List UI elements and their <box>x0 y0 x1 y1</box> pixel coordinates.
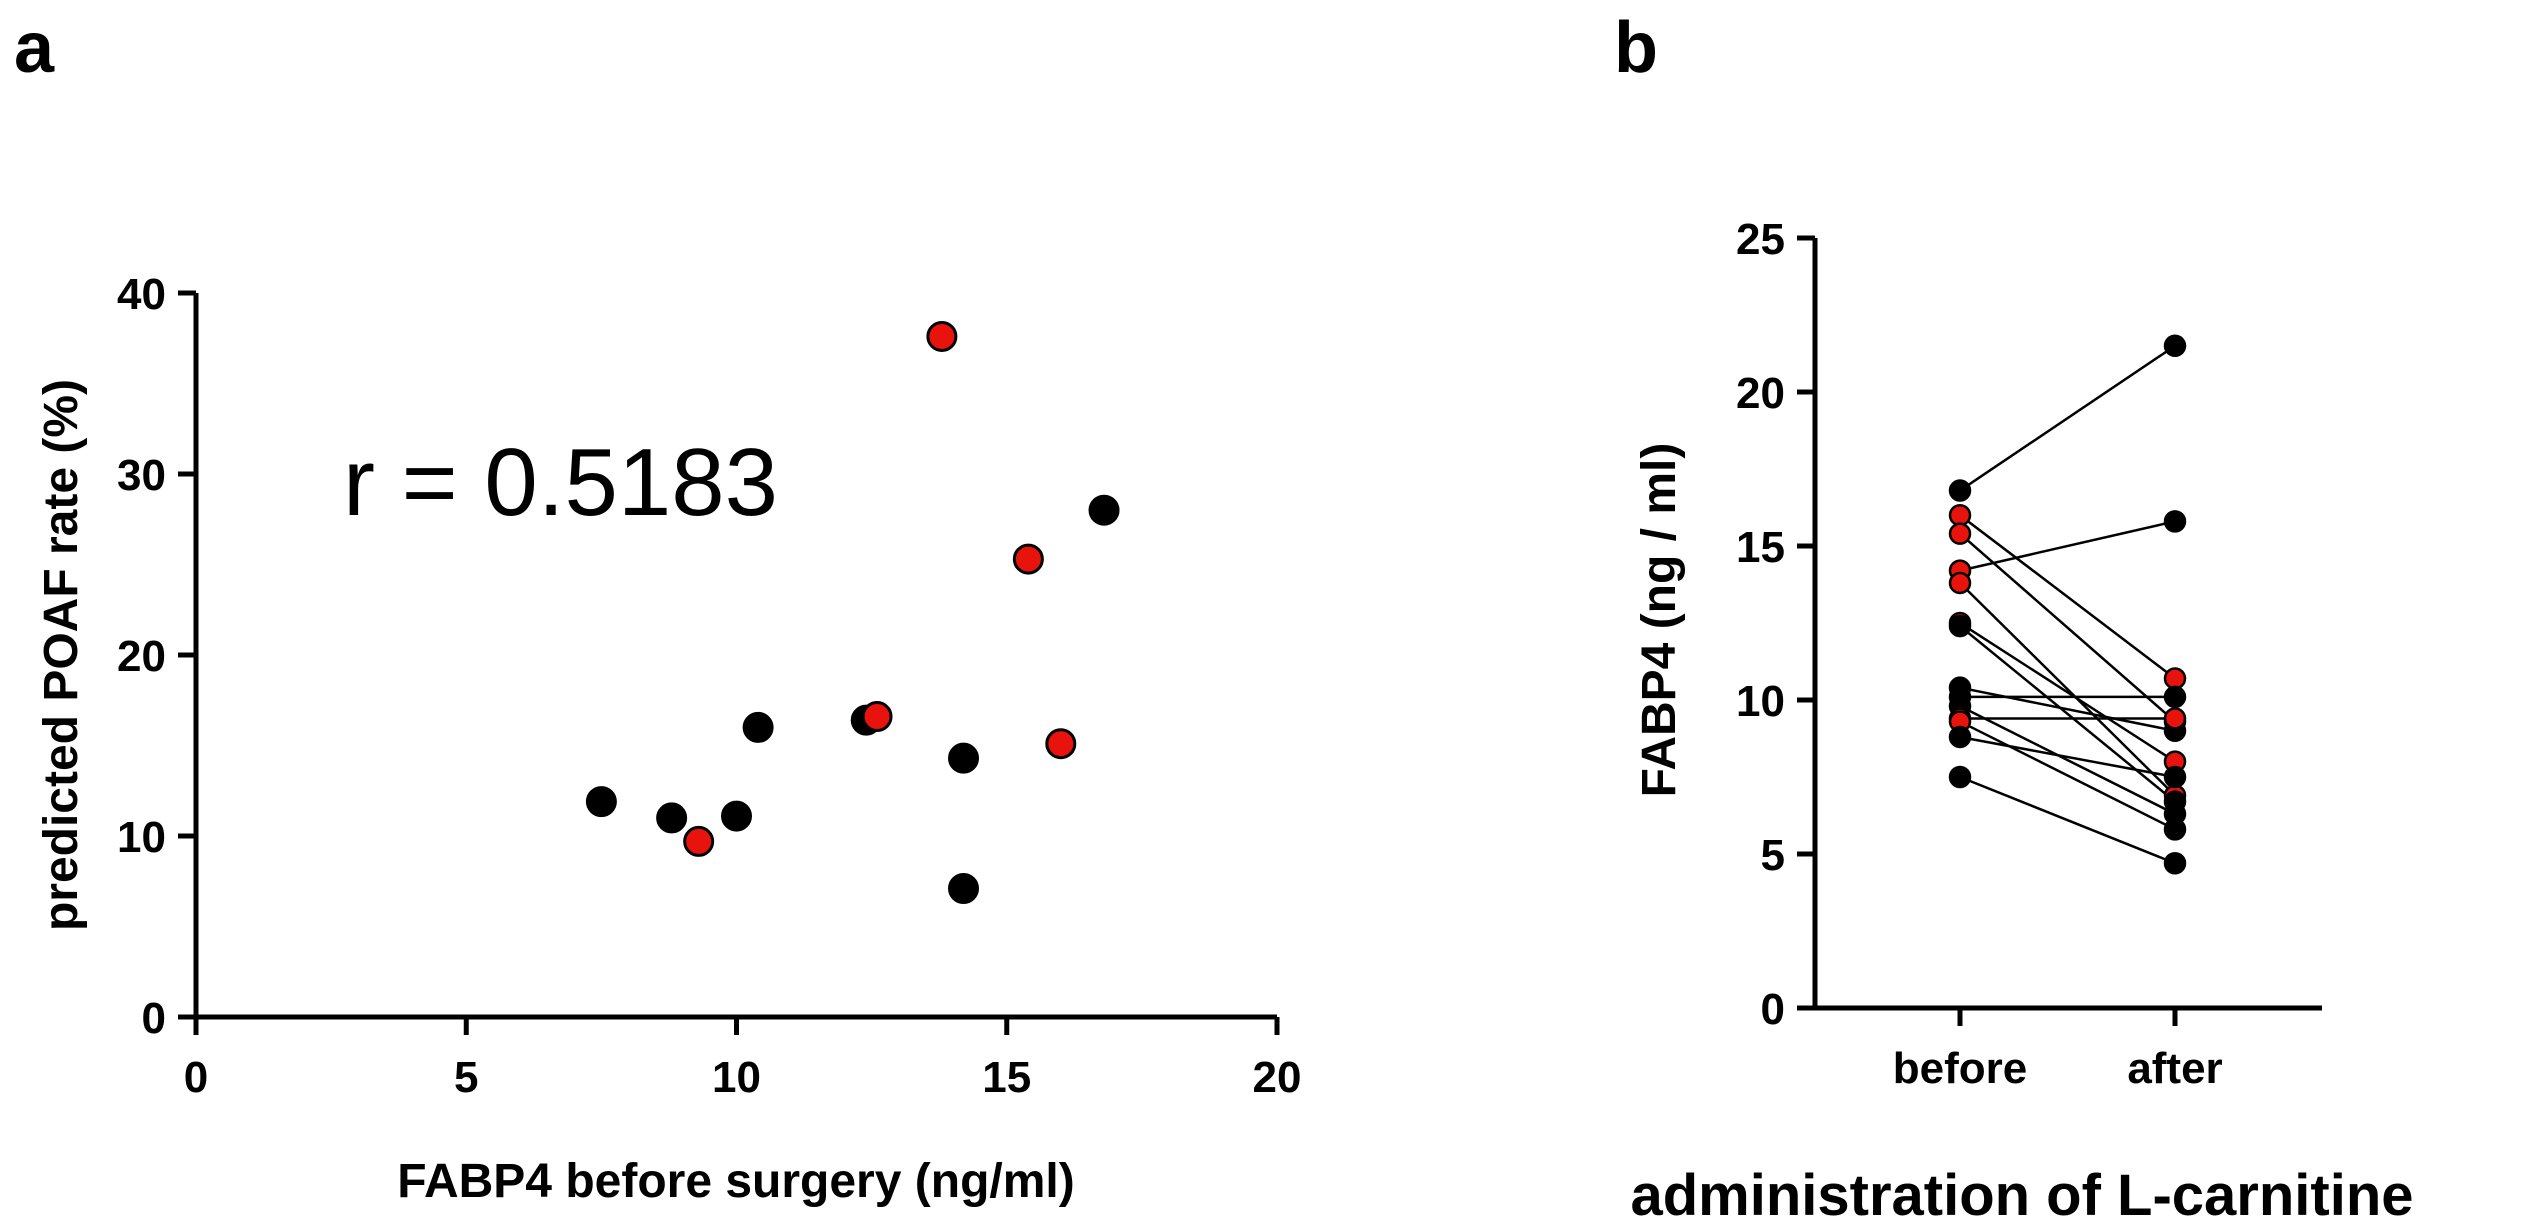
panel-a-y-tick-label: 0 <box>142 994 166 1043</box>
pair-line <box>1959 514 2176 680</box>
pair-line <box>1959 621 2176 763</box>
panel-b-y-tick-label: 15 <box>1736 523 1785 572</box>
panel-a-y-tick-label: 10 <box>117 813 166 862</box>
pair-line <box>1959 705 2176 816</box>
panel-b-category-label: before <box>1893 1044 2027 1093</box>
panel-b-y-tick-label: 0 <box>1761 985 1785 1034</box>
panel-a-x-ticks: 0 5 10 15 20 <box>184 1017 1302 1102</box>
pair-line <box>1959 344 2176 492</box>
before-point <box>1948 765 1972 789</box>
after-point <box>2163 510 2187 533</box>
panel-b-y-ticks: 0 5 10 15 20 25 <box>1736 215 1815 1034</box>
panel-a-x-tick-label: 15 <box>982 1053 1031 1102</box>
scatter-point <box>1012 543 1044 575</box>
before-point <box>1948 522 1972 545</box>
panel-a-x-tick-label: 5 <box>454 1053 478 1102</box>
scatter-point <box>656 802 688 834</box>
panel-a-y-ticks: 0 10 20 30 40 <box>117 270 196 1043</box>
scatter-point <box>721 800 752 832</box>
before-point <box>1948 614 1972 638</box>
panel-a-y-axis-title: predicted POAF rate (%) <box>35 379 88 931</box>
before-point <box>1948 725 1972 749</box>
after-point <box>2163 851 2187 875</box>
panel-b-y-axis-title: FABP4 (ng / ml) <box>1633 443 1686 798</box>
pair-line <box>1959 686 2176 733</box>
pair-line <box>1959 520 2176 572</box>
after-point <box>2163 765 2187 789</box>
correlation-annotation: r = 0.5183 <box>343 429 778 536</box>
scatter-point <box>926 320 958 352</box>
panel-b-y-tick-label: 10 <box>1736 677 1785 726</box>
panel-b-y-tick-label: 20 <box>1736 369 1785 418</box>
panel-a-y-tick-label: 30 <box>117 451 166 500</box>
pair-line <box>1959 720 2176 831</box>
after-point <box>2163 685 2187 709</box>
panel-a-y-tick-label: 40 <box>117 270 166 319</box>
panel-a-label: a <box>14 8 55 88</box>
scatter-point <box>948 742 980 774</box>
panel-b-pair-lines <box>1959 344 2176 865</box>
after-point <box>2163 818 2187 841</box>
before-point <box>1948 571 1972 595</box>
panel-a-x-tick-label: 20 <box>1253 1053 1302 1102</box>
pair-line <box>1959 775 2176 865</box>
scatter-point <box>742 711 774 743</box>
pair-line <box>1959 625 2176 803</box>
panel-b-y-tick-label: 5 <box>1761 831 1785 880</box>
pair-line <box>1959 735 2176 779</box>
panel-a-points <box>585 320 1120 904</box>
panel-a-x-tick-label: 0 <box>184 1053 208 1102</box>
panel-b-category-label: after <box>2127 1044 2222 1093</box>
panel-b-points <box>1948 334 2187 875</box>
before-point <box>1948 479 1972 502</box>
after-point <box>2163 667 2187 690</box>
scatter-point <box>1045 728 1077 760</box>
scatter-point <box>683 825 715 857</box>
scatter-point <box>861 701 893 733</box>
scatter-point <box>948 872 980 904</box>
panel-b-x-axis-title: administration of L-carnitine <box>1630 1163 2413 1228</box>
panel-b-x-ticks: before after <box>1893 1008 2223 1093</box>
panel-b-y-tick-label: 25 <box>1736 215 1785 264</box>
panel-b-label: b <box>1614 8 1658 88</box>
panel-b-paired-chart: b 0 5 10 15 20 25 before after administration … <box>1614 8 2414 1228</box>
pair-line <box>1959 532 2176 723</box>
scatter-point <box>1088 494 1120 526</box>
panel-a-x-tick-label: 10 <box>712 1053 761 1102</box>
scatter-point <box>585 786 617 818</box>
after-point <box>2163 334 2187 358</box>
panel-a-y-tick-label: 20 <box>117 632 166 681</box>
before-point <box>1948 503 1972 527</box>
panel-a-x-axis-title: FABP4 before surgery (ng/ml) <box>397 1155 1074 1208</box>
after-point <box>2163 707 2187 730</box>
panel-a-scatter-chart: a 0 5 10 15 20 0 10 20 30 40 r = 0.5183 FABP4 be… <box>14 8 1301 1208</box>
pair-line <box>1959 582 2176 797</box>
